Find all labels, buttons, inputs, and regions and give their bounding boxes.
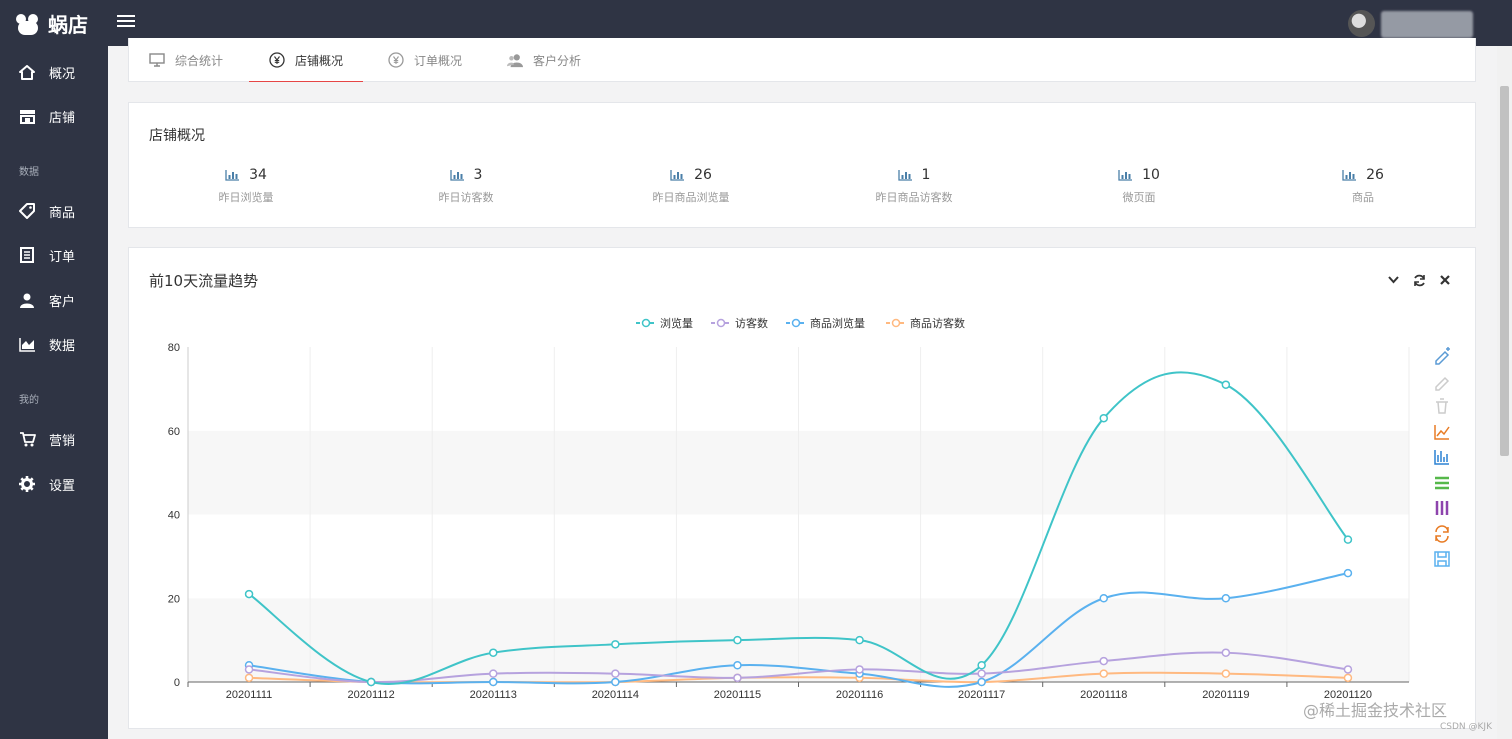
close-button[interactable] [1437,272,1453,288]
avatar[interactable] [1348,10,1375,37]
sidebar-item-label: 设置 [49,478,76,494]
sidebar-item-label: 数据 [49,338,76,354]
stat-label: 昨日商品访客数 [875,191,953,204]
stat-value-row: 26 [631,167,751,183]
sidebar-item-label: 概况 [49,66,76,82]
stat-value: 34 [249,167,267,183]
user-icon [18,291,36,309]
bar-chart-icon [1342,169,1357,181]
home-icon [18,63,36,81]
bar-chart-icon [449,169,464,181]
bar-chart-icon [225,169,240,181]
stat-value: 3 [473,167,483,183]
sidebar-item-label: 营销 [49,433,76,449]
username-blurred[interactable] [1381,11,1473,38]
stat-label: 昨日商品浏览量 [652,191,730,204]
stat-label: 昨日浏览量 [218,191,274,204]
stat-label: 微页面 [1122,191,1156,204]
chart-title: 前10天流量趋势 [149,272,259,290]
bar-chart-icon [897,169,912,181]
trend-card: 前10天流量趋势 [128,247,1476,729]
bar-chart-icon [670,169,685,181]
hamburger-icon [117,15,135,17]
users-icon [507,52,523,68]
logo-text: 蜗店 [48,12,88,37]
bar-chart-icon [1118,169,1133,181]
sidebar-item-label: 店铺 [49,110,76,126]
stat-value: 1 [921,167,931,183]
stat-value: 26 [694,167,712,183]
tag-icon [18,202,36,220]
app-logo[interactable]: 蜗店 [14,9,88,37]
store-overview-card: 店铺概况 34 昨日浏览量 3 昨日访客数 26 昨日商品浏览量 1 昨日商品访客数 10 微页面… [128,102,1476,228]
close-icon [1440,275,1450,285]
document-icon [18,246,36,264]
monitor-icon [149,52,165,68]
tabs-bar: 综合统计 店铺概况 订单概况 客户分析 [128,38,1476,82]
tab-label: 客户分析 [533,53,582,68]
scroll-thumb[interactable] [1500,86,1509,456]
stat-label: 昨日访客数 [438,191,494,204]
stat-value-row: 1 [854,167,974,183]
menu-toggle-button[interactable] [117,15,135,31]
tab-customer-analysis[interactable]: 客户分析 [507,38,581,82]
sidebar-section-mine: 我的 [19,395,39,406]
overview-title: 店铺概况 [149,128,205,144]
collapse-button[interactable] [1385,272,1401,288]
cart-icon [18,430,36,448]
stat-value-row: 34 [186,167,306,183]
stat-item: 34 昨日浏览量 [186,167,306,205]
sidebar-item-data[interactable]: 数据 [0,329,108,359]
tab-summary[interactable]: 综合统计 [149,38,223,82]
sidebar-item-orders[interactable]: 订单 [0,240,108,270]
tab-label: 店铺概况 [295,53,344,68]
sidebar-item-label: 订单 [49,249,76,265]
stat-value: 10 [1142,167,1160,183]
scrollbar[interactable] [1497,46,1512,739]
stat-label: 商品 [1352,191,1374,204]
area-chart-icon [18,335,36,353]
tab-label: 综合统计 [175,53,224,68]
sidebar-section-data: 数据 [19,167,39,178]
tab-store-overview[interactable]: 店铺概况 [248,38,364,82]
chevron-down-icon [1387,276,1399,284]
sidebar-item-overview[interactable]: 概况 [0,57,108,87]
sidebar-item-goods[interactable]: 商品 [0,196,108,226]
stat-item: 26 昨日商品浏览量 [631,167,751,205]
stat-item: 10 微页面 [1079,167,1199,205]
tab-label: 订单概况 [414,53,463,68]
stat-item: 26 商品 [1303,167,1423,205]
refresh-icon [1413,274,1425,286]
stat-value-row: 3 [406,167,526,183]
tab-order-overview[interactable]: 订单概况 [388,38,462,82]
sidebar-item-label: 商品 [49,205,76,221]
sidebar-item-customers[interactable]: 客户 [0,285,108,315]
sidebar-item-settings[interactable]: 设置 [0,469,108,499]
stat-value-row: 10 [1079,167,1199,183]
gear-icon [18,475,36,493]
sidebar-item-store[interactable]: 店铺 [0,101,108,131]
logo-icon [14,10,44,36]
refresh-button[interactable] [1411,272,1427,288]
sidebar-item-marketing[interactable]: 营销 [0,424,108,454]
stat-item: 3 昨日访客数 [406,167,526,205]
stat-item: 1 昨日商品访客数 [854,167,974,205]
stat-value-row: 26 [1303,167,1423,183]
stat-value: 26 [1366,167,1384,183]
yen-circle-icon [269,52,285,68]
card-tools [1385,272,1453,288]
yen-circle-icon [388,52,404,68]
watermark-sub: CSDN @KJK [1440,722,1492,732]
sidebar: 概况 店铺 数据 商品 订单 客户 数据 我的 营销 [0,46,108,739]
watermark: @稀土掘金技术社区 [1303,701,1448,720]
store-icon [18,107,36,125]
sidebar-item-label: 客户 [49,294,76,310]
